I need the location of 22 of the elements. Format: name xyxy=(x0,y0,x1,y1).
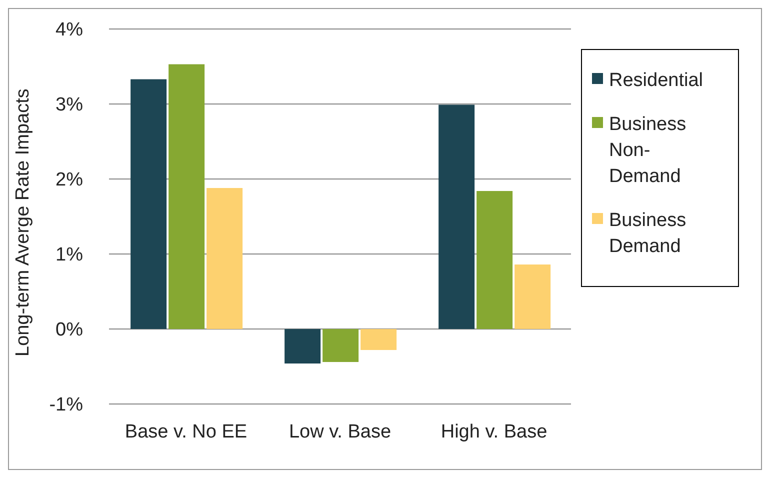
y-tick-label: 1% xyxy=(56,244,84,266)
bar xyxy=(284,329,321,364)
bar xyxy=(438,104,475,329)
legend-label: Business Non-Demand xyxy=(609,113,688,189)
y-tick-label: 2% xyxy=(56,170,84,191)
bar xyxy=(514,264,551,329)
y-axis-title: Long-term Averge Rate Impacts xyxy=(12,88,34,356)
x-tick-label: Low v. Base xyxy=(288,421,392,442)
bar xyxy=(322,329,359,362)
x-tick-label: Base v. No EE xyxy=(124,421,248,442)
legend-label: Business Demand xyxy=(609,209,688,259)
bar xyxy=(476,191,513,329)
bar xyxy=(206,188,243,329)
bar xyxy=(360,329,397,350)
y-tick-label: 0% xyxy=(56,320,84,341)
bar xyxy=(168,64,205,329)
y-tick-label: 3% xyxy=(56,94,84,116)
y-tick-label: 4% xyxy=(56,20,84,41)
x-tick-label: High v. Base xyxy=(440,421,548,442)
bar xyxy=(130,79,167,329)
y-tick-label: -1% xyxy=(49,394,84,416)
legend-label: Residential xyxy=(609,69,704,93)
